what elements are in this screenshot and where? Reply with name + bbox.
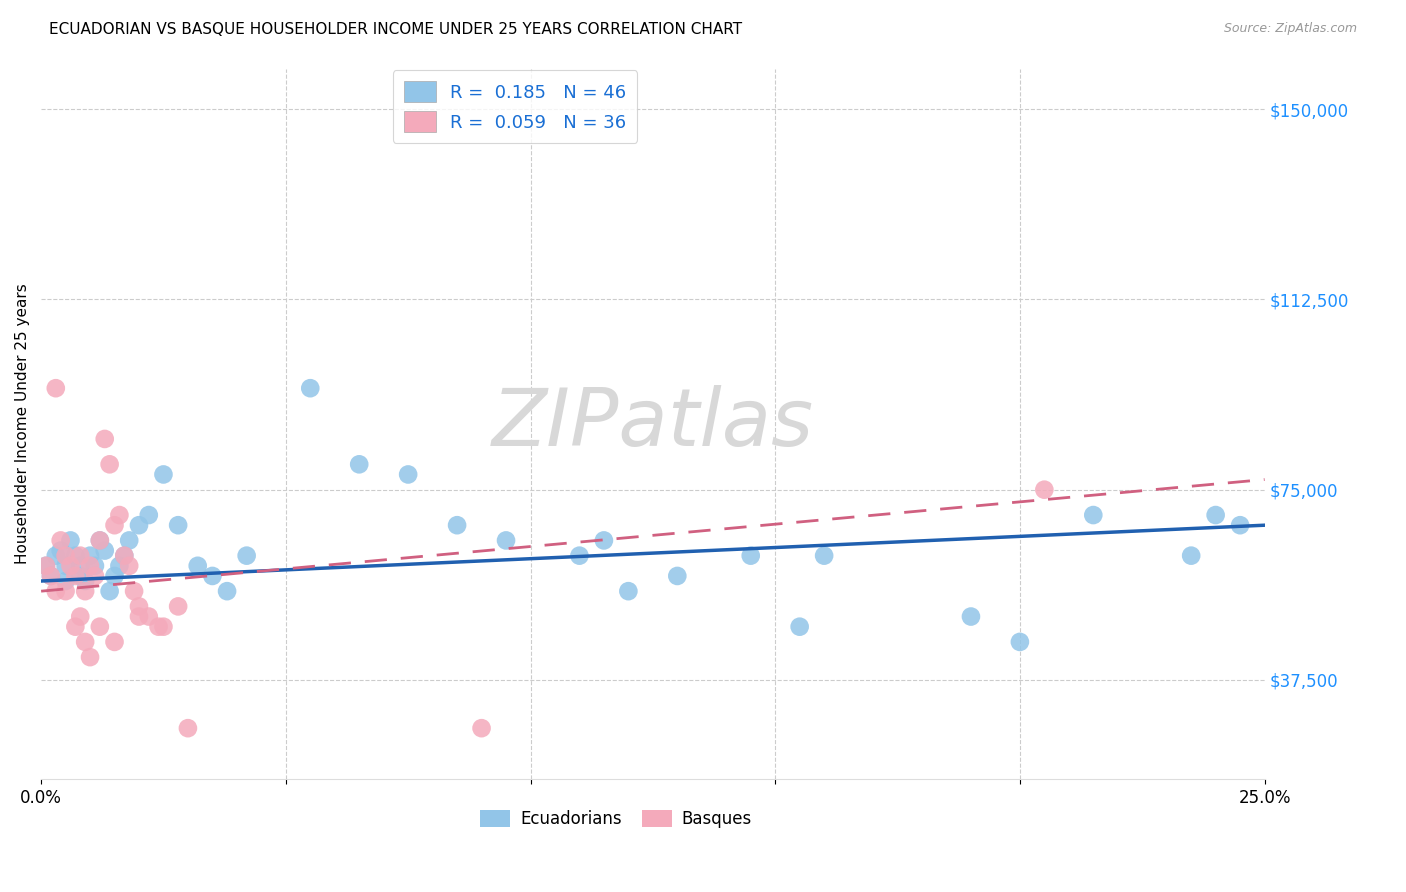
Point xyxy=(122,584,145,599)
Point xyxy=(167,518,190,533)
Point xyxy=(235,549,257,563)
Point xyxy=(59,533,82,548)
Point xyxy=(75,584,97,599)
Point xyxy=(69,549,91,563)
Point xyxy=(446,518,468,533)
Point xyxy=(1033,483,1056,497)
Point xyxy=(118,533,141,548)
Point xyxy=(59,558,82,573)
Point xyxy=(55,574,77,588)
Point xyxy=(167,599,190,614)
Point xyxy=(148,620,170,634)
Point xyxy=(55,549,77,563)
Point xyxy=(69,558,91,573)
Point xyxy=(118,558,141,573)
Point xyxy=(103,569,125,583)
Point xyxy=(593,533,616,548)
Point xyxy=(568,549,591,563)
Point xyxy=(35,558,58,573)
Text: ECUADORIAN VS BASQUE HOUSEHOLDER INCOME UNDER 25 YEARS CORRELATION CHART: ECUADORIAN VS BASQUE HOUSEHOLDER INCOME … xyxy=(49,22,742,37)
Point xyxy=(93,432,115,446)
Point xyxy=(79,549,101,563)
Point xyxy=(128,599,150,614)
Point xyxy=(1008,635,1031,649)
Point xyxy=(217,584,239,599)
Point xyxy=(108,558,131,573)
Point xyxy=(45,584,67,599)
Point xyxy=(39,569,62,583)
Point xyxy=(79,650,101,665)
Legend: Ecuadorians, Basques: Ecuadorians, Basques xyxy=(474,803,759,835)
Point xyxy=(396,467,419,482)
Point xyxy=(138,609,160,624)
Point xyxy=(112,549,135,563)
Point xyxy=(187,558,209,573)
Point xyxy=(471,721,494,735)
Point xyxy=(45,549,67,563)
Point xyxy=(152,467,174,482)
Point xyxy=(89,533,111,548)
Point xyxy=(49,533,72,548)
Point xyxy=(49,543,72,558)
Point xyxy=(666,569,689,583)
Point xyxy=(495,533,517,548)
Point xyxy=(65,569,87,583)
Point xyxy=(617,584,640,599)
Point xyxy=(89,620,111,634)
Point xyxy=(75,574,97,588)
Point xyxy=(65,549,87,563)
Point xyxy=(84,569,107,583)
Point xyxy=(960,609,983,624)
Point xyxy=(84,558,107,573)
Point xyxy=(177,721,200,735)
Point xyxy=(1180,549,1202,563)
Point xyxy=(39,569,62,583)
Point xyxy=(1083,508,1105,522)
Point xyxy=(740,549,762,563)
Point xyxy=(103,518,125,533)
Point xyxy=(98,458,121,472)
Point xyxy=(103,635,125,649)
Point xyxy=(69,609,91,624)
Point xyxy=(108,508,131,522)
Point xyxy=(789,620,811,634)
Point xyxy=(69,569,91,583)
Point xyxy=(55,558,77,573)
Point xyxy=(1205,508,1227,522)
Point xyxy=(112,549,135,563)
Point xyxy=(152,620,174,634)
Point xyxy=(45,381,67,395)
Point xyxy=(128,609,150,624)
Y-axis label: Householder Income Under 25 years: Householder Income Under 25 years xyxy=(15,284,30,564)
Text: Source: ZipAtlas.com: Source: ZipAtlas.com xyxy=(1223,22,1357,36)
Point xyxy=(201,569,224,583)
Point xyxy=(347,458,370,472)
Point xyxy=(35,558,58,573)
Point xyxy=(79,558,101,573)
Text: ZIPatlas: ZIPatlas xyxy=(492,384,814,463)
Point xyxy=(138,508,160,522)
Point xyxy=(65,620,87,634)
Point xyxy=(98,584,121,599)
Point xyxy=(128,518,150,533)
Point xyxy=(55,584,77,599)
Point xyxy=(93,543,115,558)
Point xyxy=(299,381,322,395)
Point xyxy=(75,635,97,649)
Point xyxy=(89,533,111,548)
Point xyxy=(1229,518,1251,533)
Point xyxy=(813,549,835,563)
